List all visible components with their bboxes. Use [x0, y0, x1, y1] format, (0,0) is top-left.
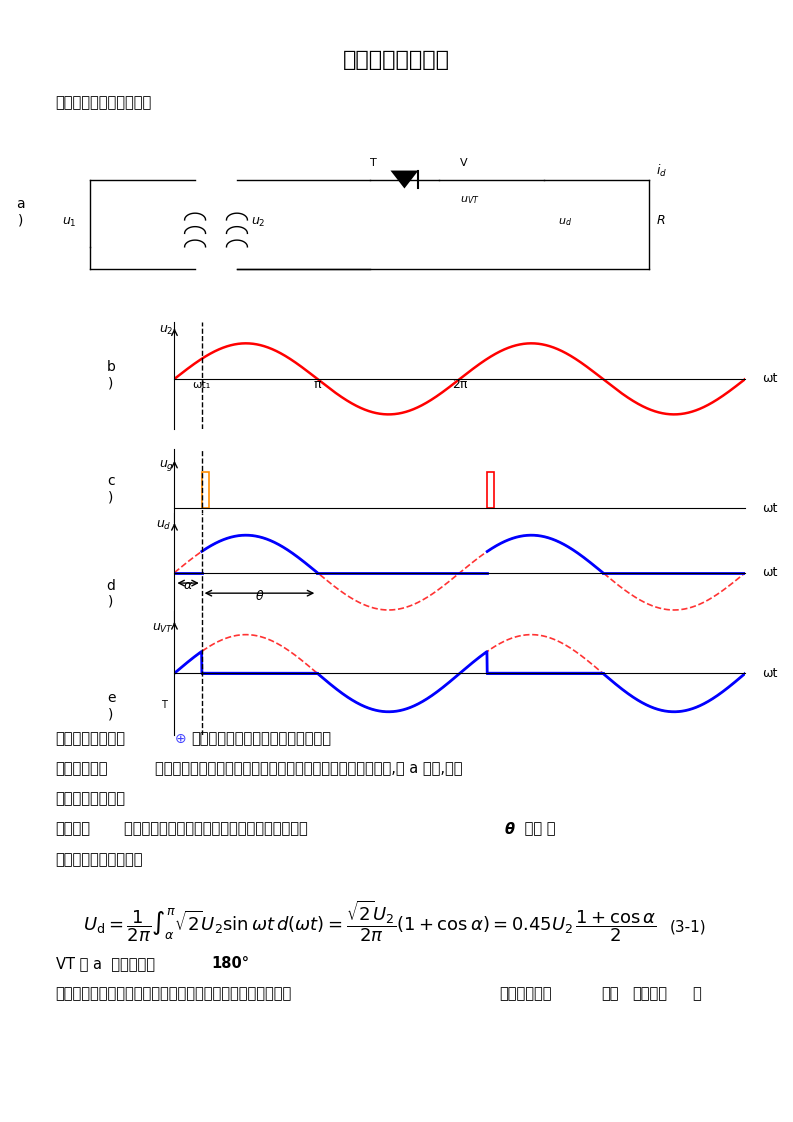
Text: 简称: 简称 — [601, 986, 619, 1002]
Text: 通过控制触发脉冲的相位来控制直流输出电压大小的方式称为: 通过控制触发脉冲的相位来控制直流输出电压大小的方式称为 — [56, 986, 292, 1002]
Text: 电压与电流成正比，两者波形相同。: 电压与电流成正比，两者波形相同。 — [192, 730, 331, 746]
Text: VT 的 a  移相范围为: VT 的 a 移相范围为 — [56, 956, 159, 972]
Text: $u_d$: $u_d$ — [558, 217, 572, 228]
Text: θ: θ — [505, 821, 515, 837]
Text: θ: θ — [255, 589, 263, 603]
Text: 180°: 180° — [211, 956, 249, 972]
Text: 电阻负载的特点：: 电阻负载的特点： — [56, 730, 125, 746]
Bar — [201, 471, 209, 508]
Text: $u_{VT}$: $u_{VT}$ — [460, 194, 480, 205]
Text: $U_{\rm d} = \dfrac{1}{2\pi}\int_{\alpha}^{\pi}\sqrt{2}U_2 \sin\omega t\,d(\omeg: $U_{\rm d} = \dfrac{1}{2\pi}\int_{\alpha… — [83, 899, 657, 945]
Text: $R$: $R$ — [656, 214, 665, 228]
Text: $u_2$: $u_2$ — [251, 215, 266, 229]
Text: ⊕: ⊕ — [174, 732, 186, 746]
Text: (3-1): (3-1) — [669, 919, 707, 935]
Text: V: V — [460, 158, 468, 168]
Text: $u_g$: $u_g$ — [159, 458, 174, 473]
Text: d
): d ) — [106, 579, 116, 609]
Text: $u_2$: $u_2$ — [159, 323, 173, 337]
Text: 单相半波可控整流: 单相半波可控整流 — [343, 50, 450, 71]
Text: π: π — [313, 378, 321, 390]
Text: $u_d$: $u_d$ — [156, 518, 172, 532]
Text: 带电阻负载的工作情况：: 带电阻负载的工作情况： — [56, 95, 151, 110]
Text: e
): e ) — [107, 691, 115, 721]
Text: 2π: 2π — [452, 378, 468, 390]
Text: T: T — [370, 158, 377, 168]
Text: 表示 。: 表示 。 — [519, 821, 555, 837]
Bar — [487, 471, 494, 508]
Text: 触发角或控制角。: 触发角或控制角。 — [56, 791, 125, 807]
Text: $u_{VT}$: $u_{VT}$ — [151, 622, 174, 635]
Text: ωt: ωt — [763, 666, 778, 680]
Text: 触发延迟角：: 触发延迟角： — [56, 761, 108, 776]
Text: ωt: ωt — [763, 373, 778, 385]
Text: 相控方式: 相控方式 — [632, 986, 667, 1002]
Text: ωt: ωt — [763, 567, 778, 579]
Text: 相位控制方式: 相位控制方式 — [500, 986, 552, 1002]
Text: α: α — [184, 579, 192, 592]
Text: ωt: ωt — [763, 502, 778, 515]
Text: 导通角：: 导通角： — [56, 821, 90, 837]
Polygon shape — [390, 171, 419, 188]
Text: $i_d$: $i_d$ — [656, 163, 667, 180]
Text: 。: 。 — [692, 986, 701, 1002]
Text: 晶闸管在一个电源周期中处于通态的电角度，用: 晶闸管在一个电源周期中处于通态的电角度，用 — [124, 821, 312, 837]
Text: 直流输出电压平均值：: 直流输出电压平均值： — [56, 852, 143, 867]
Text: $u_1$: $u_1$ — [63, 215, 77, 229]
Text: T: T — [161, 700, 167, 710]
Text: c
): c ) — [107, 475, 115, 505]
Text: a
): a ) — [17, 197, 25, 228]
Text: 从晶闸管开始承受正向阳极电压起到施加触发脉冲止的电角度,用 a 表示,也称: 从晶闸管开始承受正向阳极电压起到施加触发脉冲止的电角度,用 a 表示,也称 — [155, 761, 463, 776]
Text: ωt₁: ωt₁ — [193, 379, 211, 389]
Text: b
): b ) — [106, 360, 116, 390]
